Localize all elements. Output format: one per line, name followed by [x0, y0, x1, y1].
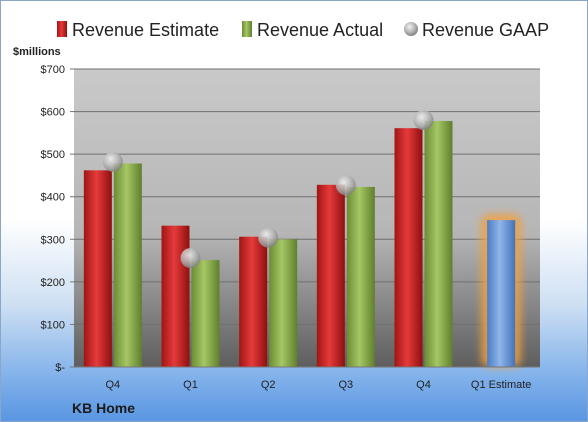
y-tick-label: $- — [55, 362, 65, 374]
legend-label-actual: Revenue Actual — [257, 20, 383, 40]
legend-item-gaap: Revenue GAAP — [404, 20, 549, 40]
legend-swatch-actual — [242, 21, 252, 37]
y-tick-label: $100 — [41, 319, 65, 331]
actual-bar — [424, 120, 453, 368]
legend-label-gaap: Revenue GAAP — [422, 20, 549, 40]
actual-bar — [269, 239, 298, 367]
q1-estimate-bar — [487, 220, 516, 367]
y-tick-label: $600 — [41, 107, 65, 119]
y-tick-label: $300 — [41, 234, 65, 246]
gridlines — [74, 68, 540, 325]
actual-bar — [346, 186, 375, 367]
estimate-bar — [394, 128, 423, 367]
y-tick-label: $200 — [41, 277, 65, 289]
estimate-bar — [239, 236, 268, 367]
legend-label-estimate: Revenue Estimate — [72, 20, 219, 40]
gaap-marker — [102, 151, 123, 172]
gaap-markers — [102, 110, 434, 269]
y-axis-ticks: $- $100 $200 $300 $400 $500 $600 $700 — [41, 64, 74, 374]
gaap-marker — [180, 248, 201, 269]
legend-swatch-estimate — [57, 21, 67, 37]
x-tick-label: Q4 — [105, 379, 120, 391]
x-tick-label: Q3 — [338, 379, 353, 391]
gaap-marker — [335, 175, 356, 196]
y-tick-label: $700 — [41, 64, 65, 76]
x-tick-label: Q1 — [183, 379, 198, 391]
x-axis-ticks: Q4 Q1 Q2 Q3 Q4 Q1 Estimate — [105, 379, 531, 391]
legend: Revenue Estimate Revenue Actual Revenue … — [57, 20, 549, 40]
y-tick-label: $500 — [41, 149, 65, 161]
x-tick-label: Q4 — [416, 379, 431, 391]
y-axis-unit-label: $millions — [13, 46, 61, 58]
estimate-bar — [83, 170, 112, 367]
x-tick-label: Q1 Estimate — [471, 379, 532, 391]
gaap-marker — [413, 110, 434, 131]
estimate-bar — [161, 225, 190, 367]
estimate-bar — [316, 184, 345, 367]
plot-area — [74, 69, 540, 367]
actual-bar — [191, 260, 220, 367]
y-tick-label: $400 — [41, 192, 65, 204]
bars — [83, 120, 522, 368]
gaap-marker — [258, 227, 279, 248]
x-tick-label: Q2 — [261, 379, 276, 391]
actual-bar — [113, 163, 142, 367]
legend-item-estimate: Revenue Estimate — [57, 20, 219, 40]
company-name: KB Home — [72, 400, 135, 416]
legend-swatch-gaap — [404, 22, 418, 36]
legend-item-actual: Revenue Actual — [242, 20, 383, 40]
